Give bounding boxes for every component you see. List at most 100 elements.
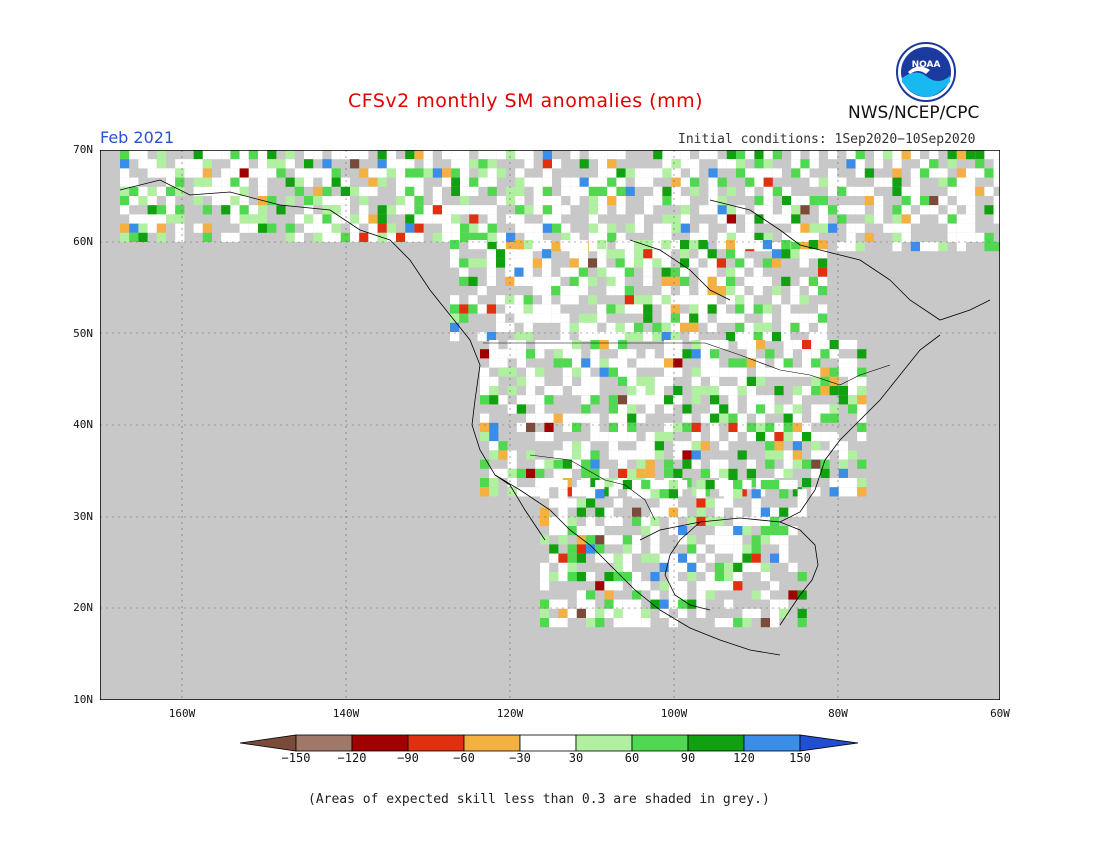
anomaly-cell xyxy=(670,322,680,332)
anomaly-cell xyxy=(523,258,533,268)
anomaly-cell xyxy=(892,150,902,160)
anomaly-cell xyxy=(760,507,770,517)
anomaly-cell xyxy=(763,232,773,242)
anomaly-cell xyxy=(526,349,536,359)
anomaly-cell xyxy=(599,340,609,350)
anomaly-cell xyxy=(212,196,222,206)
anomaly-cell xyxy=(553,468,563,478)
anomaly-cell xyxy=(120,232,130,242)
colorbar-label: −150 xyxy=(281,751,311,765)
anomaly-cell xyxy=(802,478,812,488)
anomaly-cell xyxy=(652,258,662,268)
colorbar-label: 60 xyxy=(624,751,640,765)
anomaly-cell xyxy=(652,295,662,305)
anomaly-cell xyxy=(553,459,563,469)
anomaly-cell xyxy=(799,313,809,323)
anomaly-cell xyxy=(477,304,487,314)
anomaly-cell xyxy=(818,286,828,296)
anomaly-cell xyxy=(166,196,176,206)
anomaly-cell xyxy=(120,177,130,187)
anomaly-cell xyxy=(340,205,350,215)
anomaly-cell xyxy=(717,196,727,206)
anomaly-cell xyxy=(516,395,526,405)
anomaly-cell xyxy=(562,459,572,469)
anomaly-cell xyxy=(811,386,821,396)
anomaly-cell xyxy=(624,258,634,268)
anomaly-cell xyxy=(616,177,626,187)
anomaly-cell xyxy=(322,196,332,206)
anomaly-cell xyxy=(735,332,745,342)
anomaly-cell xyxy=(956,232,966,242)
anomaly-cell xyxy=(486,332,496,342)
anomaly-cell xyxy=(855,186,865,196)
anomaly-cell xyxy=(239,168,249,178)
colorbar-label: −120 xyxy=(337,751,367,765)
anomaly-cell xyxy=(661,240,671,250)
anomaly-cell xyxy=(540,608,550,618)
anomaly-cell xyxy=(558,599,568,609)
anomaly-cell xyxy=(542,159,552,169)
anomaly-cell xyxy=(811,404,821,414)
anomaly-cell xyxy=(285,150,295,160)
anomaly-cell xyxy=(691,441,701,451)
anomaly-cell xyxy=(166,214,176,224)
anomaly-cell xyxy=(751,535,761,545)
anomaly-cell xyxy=(792,386,802,396)
anomaly-cell xyxy=(350,159,360,169)
anomaly-cell xyxy=(450,313,460,323)
anomaly-cell xyxy=(746,432,756,442)
colorbar-arrow-left xyxy=(239,734,297,752)
anomaly-cell xyxy=(707,304,717,314)
anomaly-cell xyxy=(763,214,773,224)
anomaly-cell xyxy=(423,168,433,178)
anomaly-cell xyxy=(608,404,618,414)
anomaly-cell xyxy=(636,468,646,478)
colorbar-swatch xyxy=(295,734,353,752)
anomaly-cell xyxy=(920,159,930,169)
anomaly-cell xyxy=(797,498,807,508)
anomaly-cell xyxy=(696,498,706,508)
anomaly-cell xyxy=(661,267,671,277)
anomaly-cell xyxy=(576,535,586,545)
anomaly-cell xyxy=(138,214,148,224)
anomaly-cell xyxy=(359,196,369,206)
anomaly-cell xyxy=(680,223,690,233)
anomaly-cell xyxy=(680,286,690,296)
anomaly-cell xyxy=(138,150,148,160)
anomaly-cell xyxy=(799,276,809,286)
anomaly-cell xyxy=(496,196,506,206)
anomaly-cell xyxy=(549,544,559,554)
anomaly-cell xyxy=(733,526,743,536)
anomaly-cell xyxy=(855,159,865,169)
anomaly-cell xyxy=(590,340,600,350)
anomaly-cell xyxy=(765,395,775,405)
anomaly-cell xyxy=(423,205,433,215)
anomaly-cell xyxy=(745,186,755,196)
anomaly-cell xyxy=(451,232,461,242)
anomaly-cell xyxy=(340,186,350,196)
anomaly-cell xyxy=(650,526,660,536)
anomaly-cell xyxy=(643,240,653,250)
anomaly-cell xyxy=(221,205,231,215)
anomaly-cell xyxy=(230,150,240,160)
anomaly-cell xyxy=(763,150,773,160)
anomaly-cell xyxy=(746,386,756,396)
anomaly-cell xyxy=(691,395,701,405)
anomaly-cell xyxy=(947,186,957,196)
anomaly-cell xyxy=(496,232,506,242)
anomaly-cell xyxy=(542,295,552,305)
anomaly-cell xyxy=(622,572,632,582)
anomaly-cell xyxy=(368,214,378,224)
anomaly-cell xyxy=(622,562,632,572)
anomaly-cell xyxy=(700,386,710,396)
anomaly-cell xyxy=(641,526,651,536)
anomaly-cell xyxy=(331,168,341,178)
anomaly-cell xyxy=(468,276,478,286)
anomaly-cell xyxy=(714,526,724,536)
anomaly-cell xyxy=(562,349,572,359)
anomaly-cell xyxy=(661,322,671,332)
anomaly-cell xyxy=(774,367,784,377)
anomaly-cell xyxy=(535,413,545,423)
anomaly-cell xyxy=(762,313,772,323)
anomaly-cell xyxy=(359,168,369,178)
